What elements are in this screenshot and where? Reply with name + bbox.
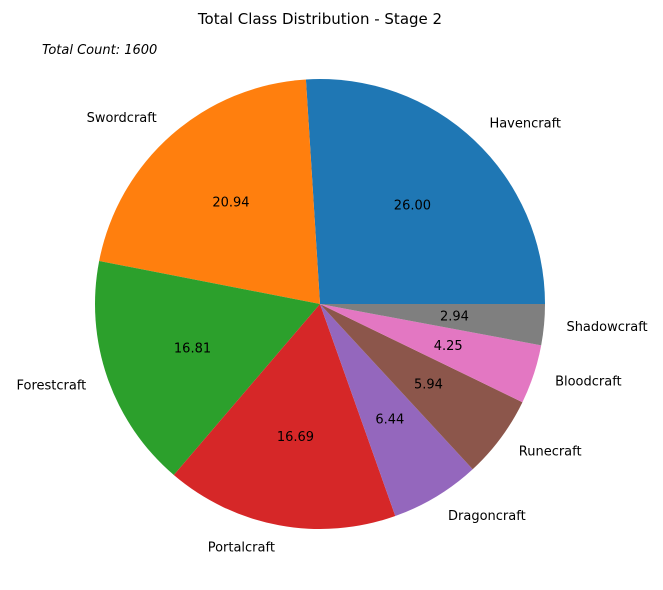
pie-label-havencraft: Havencraft — [489, 117, 561, 132]
pie-label-runecraft: Runecraft — [519, 444, 582, 459]
total-count-annotation: Total Count: 1600 — [42, 43, 157, 58]
pie-value-portalcraft: 16.69 — [277, 430, 314, 445]
pie-labels: Havencraft 26.00 Swordcraft 20.94 Forestcraf… — [16, 111, 647, 555]
pie-label-bloodcraft: Bloodcraft — [555, 374, 622, 389]
pie-value-havencraft: 26.00 — [394, 199, 431, 214]
pie-slice-forestcraft — [95, 260, 320, 476]
pie-value-swordcraft: 20.94 — [212, 196, 249, 211]
pie-label-portalcraft: Portalcraft — [208, 540, 275, 555]
pie-slice-swordcraft — [99, 79, 320, 304]
pie-slice-dragoncraft — [320, 304, 473, 517]
chart-title: Total Class Distribution - Stage 2 — [197, 10, 442, 28]
pie-value-shadowcraft: 2.94 — [440, 309, 469, 324]
pie-label-dragoncraft: Dragoncraft — [448, 509, 526, 524]
pie-value-runecraft: 5.94 — [414, 377, 443, 392]
pie-label-swordcraft: Swordcraft — [87, 111, 157, 126]
pie-slices — [95, 78, 545, 529]
pie-slice-runecraft — [320, 304, 523, 470]
pie-value-dragoncraft: 6.44 — [375, 413, 404, 428]
pie-value-forestcraft: 16.81 — [174, 341, 211, 356]
pie-label-shadowcraft: Shadowcraft — [566, 320, 647, 335]
pie-slice-havencraft — [305, 78, 545, 305]
pie-slice-shadowcraft — [320, 304, 545, 346]
pie-slice-bloodcraft — [320, 304, 542, 403]
pie-value-bloodcraft: 4.25 — [434, 339, 463, 354]
pie-slice-portalcraft — [173, 304, 396, 529]
pie-label-forestcraft: Forestcraft — [16, 378, 86, 393]
